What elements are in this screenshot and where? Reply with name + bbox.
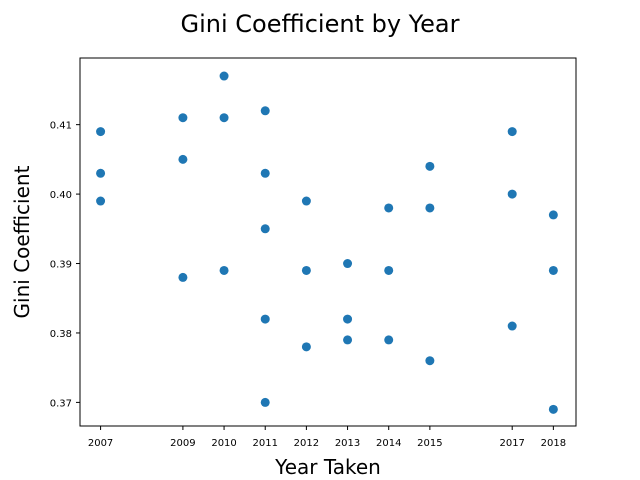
data-point [260,168,270,178]
y-tick-label: 0.40 [50,190,72,201]
data-point [301,265,311,275]
y-axis-label: Gini Coefficient [10,165,34,318]
data-point [548,265,558,275]
chart-title: Gini Coefficient by Year [181,10,460,38]
x-tick-label: 2017 [499,438,524,449]
data-point [384,203,394,213]
data-point [343,314,353,324]
y-tick-label: 0.39 [50,260,72,271]
data-point [301,342,311,352]
data-point [384,265,394,275]
data-point [384,335,394,345]
x-axis-label: Year Taken [274,455,381,479]
plot-area [79,57,577,427]
data-point [425,356,435,366]
x-tick-label: 2013 [335,438,360,449]
data-point [548,404,558,414]
data-point [343,335,353,345]
data-point [260,224,270,234]
x-tick-label: 2010 [211,438,236,449]
x-tick-label: 2014 [376,438,401,449]
x-tick-label: 2015 [417,438,442,449]
data-point [219,265,229,275]
x-tick-label: 2007 [88,438,113,449]
data-point [219,71,229,81]
data-point [260,106,270,116]
y-axis: 0.37 0.38 0.39 0.40 0.41 [50,121,80,409]
y-tick-label: 0.37 [50,398,72,409]
x-tick-label: 2012 [294,438,319,449]
x-tick-label: 2009 [170,438,195,449]
data-point [507,321,517,331]
data-point [425,161,435,171]
y-tick-label: 0.41 [50,121,72,132]
data-point [425,203,435,213]
data-point [343,259,353,269]
x-axis: 2007 2009 2010 2011 2012 2013 2014 2015 2017 2018 [88,426,566,449]
data-point [548,210,558,220]
data-point [96,196,106,206]
data-point [178,272,188,282]
data-point [507,189,517,199]
y-tick-label: 0.38 [50,329,72,340]
x-tick-label: 2011 [253,438,278,449]
data-point [178,113,188,123]
data-point [260,314,270,324]
data-point [301,196,311,206]
data-point [260,397,270,407]
data-point [507,127,517,137]
data-point [96,168,106,178]
data-point [178,154,188,164]
data-points [96,71,558,414]
data-point [219,113,229,123]
data-point [96,127,106,137]
x-tick-label: 2018 [541,438,566,449]
